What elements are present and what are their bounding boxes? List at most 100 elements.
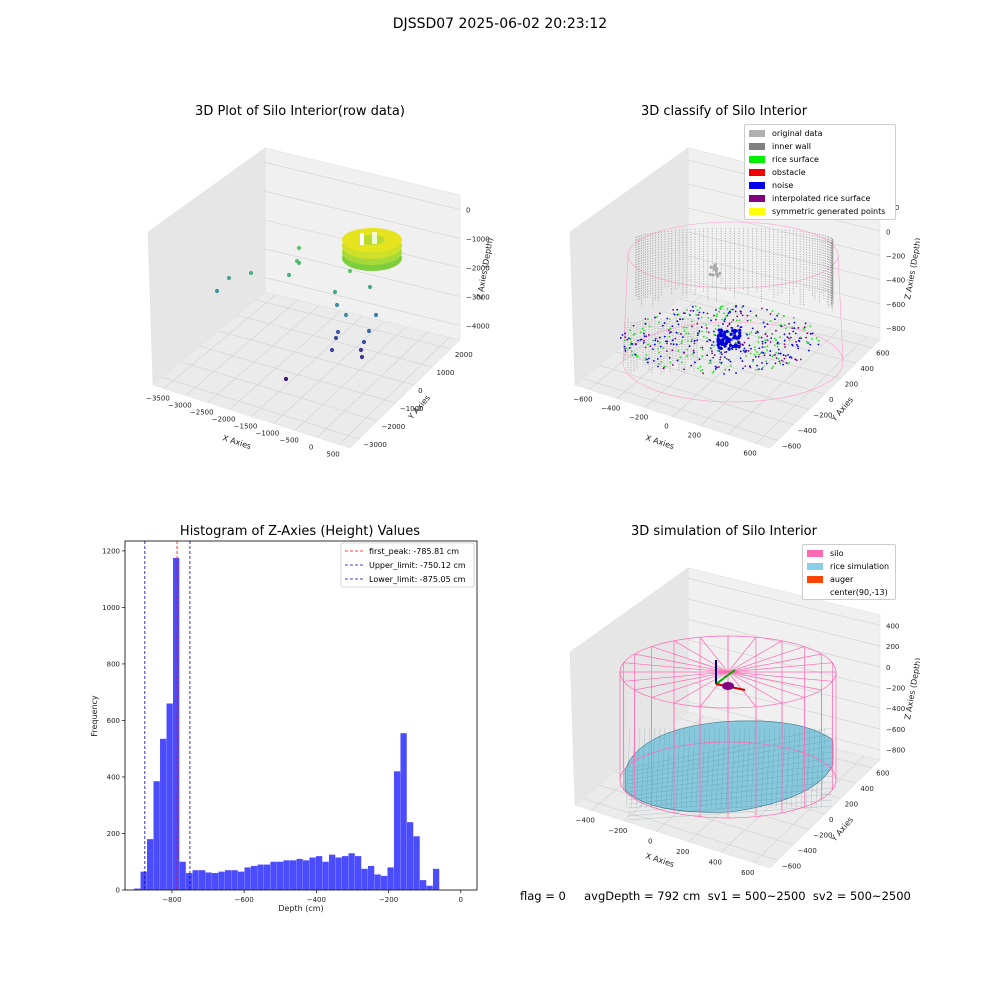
y-tick-label: −3000 <box>363 441 387 449</box>
legend-swatch <box>749 168 765 176</box>
interpolated-point <box>674 337 677 340</box>
rice-surface-point <box>717 324 720 327</box>
noise-point <box>690 364 693 367</box>
x-tick-label: 400 <box>709 858 722 866</box>
histogram-bar <box>212 873 219 890</box>
y-tick-label: 200 <box>845 801 858 809</box>
rice-surface-point <box>726 358 729 360</box>
data-point <box>343 312 349 318</box>
noise-point <box>758 347 761 350</box>
x-tick-label: −400 <box>307 896 326 904</box>
rice-surface-point <box>660 361 663 363</box>
data-point <box>226 275 232 281</box>
rice-surface-point <box>658 341 661 344</box>
noise-point <box>741 360 744 362</box>
histogram-bar <box>426 885 433 890</box>
mesh-line <box>655 727 661 809</box>
noise-point <box>723 373 725 375</box>
rice-surface-point <box>699 365 702 368</box>
interpolated-point <box>644 317 647 320</box>
mesh-line <box>660 727 666 809</box>
x-axis-label: X Axies <box>644 433 675 451</box>
noise-point <box>764 341 767 344</box>
z-tick-label: 0 <box>466 207 470 215</box>
x-tick-label: 200 <box>676 848 689 856</box>
x-tick-label: −600 <box>235 896 254 904</box>
rice-surface-point <box>695 313 698 316</box>
y-tick-label: 400 <box>107 773 120 781</box>
interpolated-point <box>696 322 699 325</box>
rice-surface-point <box>687 332 690 335</box>
noise-point <box>721 353 723 356</box>
z-tick-label: −200 <box>886 252 905 260</box>
noise-point <box>735 344 739 348</box>
interpolated-point <box>713 314 715 317</box>
noise-point <box>715 308 717 311</box>
rice-surface-point <box>708 362 711 365</box>
interpolated-point <box>780 325 783 327</box>
mesh-line <box>815 727 821 809</box>
noise-point <box>653 343 656 346</box>
noise-point <box>656 340 659 343</box>
noise-point <box>734 310 737 313</box>
legend-entry: rice surface <box>749 153 819 165</box>
pane-back <box>147 147 461 449</box>
histogram-bar <box>140 871 147 890</box>
silo-wireframe <box>622 221 844 403</box>
interpolated-point <box>701 346 704 349</box>
silo-roof-strut <box>727 671 833 682</box>
silo-roof-strut <box>634 653 729 673</box>
interpolated-point <box>624 336 627 339</box>
rice-surface-point <box>770 367 773 370</box>
mesh-line <box>627 763 833 793</box>
interpolated-point <box>742 344 744 347</box>
mesh-line <box>645 727 651 809</box>
rice-surface-point <box>669 361 672 364</box>
noise-point <box>643 335 646 338</box>
noise-point <box>792 330 795 333</box>
noise-point <box>761 368 763 371</box>
noise-point <box>735 305 738 307</box>
legend-entry: rice simulation <box>807 560 889 572</box>
rice-surface-point <box>632 333 635 336</box>
rice-surface-point <box>686 355 688 358</box>
noise-point <box>760 336 763 339</box>
z-tick-label: 400 <box>886 622 899 630</box>
interpolated-point <box>644 346 647 349</box>
rice-surface-point <box>683 330 686 332</box>
noise-point <box>681 336 684 339</box>
noise-point <box>693 351 695 354</box>
mesh-line <box>770 727 776 809</box>
noise-point <box>743 347 746 350</box>
noise-point <box>663 322 666 324</box>
interpolated-point <box>778 360 781 363</box>
rice-surface-point <box>815 337 818 340</box>
mesh-line <box>690 727 696 809</box>
interpolated-point <box>761 342 764 345</box>
noise-point <box>657 365 659 368</box>
legend-swatch <box>807 549 823 557</box>
mesh-line <box>735 727 741 809</box>
rice-surface-point <box>788 361 790 364</box>
histogram-bar <box>341 856 349 890</box>
y-tick-label: 2000 <box>455 351 473 359</box>
y-tick-label: −1000 <box>400 405 424 413</box>
noise-point <box>711 344 713 346</box>
noise-point <box>728 337 732 341</box>
histogram-bar <box>354 856 362 890</box>
y-tick-label: 1200 <box>102 547 120 555</box>
noise-point <box>672 343 675 346</box>
noise-point <box>717 328 721 332</box>
rice-surface-point <box>776 345 779 348</box>
noise-point <box>720 351 722 354</box>
interpolated-point <box>668 331 671 334</box>
noise-point <box>632 324 635 327</box>
interpolated-point <box>761 307 763 310</box>
rice-surface-point <box>720 305 722 308</box>
rice-surface-point <box>686 309 689 311</box>
x-tick-label: −1000 <box>256 430 280 438</box>
noise-point <box>676 308 679 311</box>
rice-surface-point <box>705 324 708 327</box>
noise-point <box>734 329 738 333</box>
rice-surface-point <box>644 358 647 361</box>
